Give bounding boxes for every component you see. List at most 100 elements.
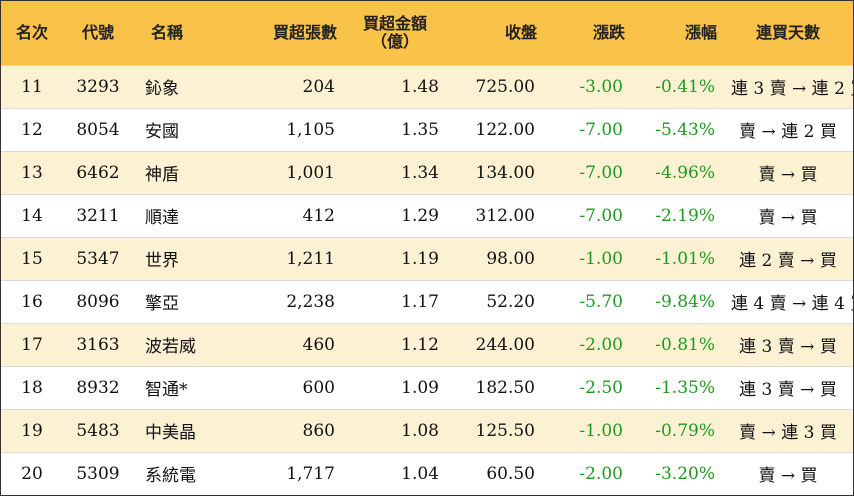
cell-code: 8096 — [76, 291, 120, 312]
cell-rank: 15 — [21, 248, 43, 269]
header-code: 代號 — [81, 22, 114, 42]
cell-code: 6462 — [76, 162, 120, 183]
cell-code: 3211 — [76, 205, 120, 226]
table-row: 15 5347 世界 1,211 1.19 98.00 -1.00 -1.01%… — [1, 237, 853, 280]
cell-change-pct: -9.84% — [655, 291, 715, 312]
cell-consecutive-days: 連 3 賣 → 連 2 買 — [731, 79, 854, 99]
header-net-buy-amount-line1: 買超金額 — [362, 13, 427, 33]
cell-change: -1.00 — [579, 420, 623, 441]
cell-name: 智通* — [145, 380, 188, 400]
cell-code: 5483 — [76, 420, 120, 441]
table-row: 16 8096 擎亞 2,238 1.17 52.20 -5.70 -9.84%… — [1, 280, 853, 323]
cell-change-pct: -0.79% — [655, 420, 715, 441]
cell-net-buy-amount: 1.48 — [401, 76, 439, 97]
header-net-buy-amount: 買超金額 （億） — [343, 1, 447, 65]
cell-close: 98.00 — [486, 248, 535, 269]
cell-close: 244.00 — [475, 334, 535, 355]
cell-change: -2.00 — [579, 334, 623, 355]
cell-name: 系統電 — [145, 466, 196, 487]
cell-change: -7.00 — [579, 119, 623, 140]
table-row: 17 3163 波若威 460 1.12 244.00 -2.00 -0.81%… — [1, 323, 853, 366]
cell-consecutive-days: 連 3 賣 → 買 — [739, 380, 837, 400]
cell-rank: 14 — [21, 205, 43, 226]
cell-rank: 16 — [21, 291, 43, 312]
table-row: 18 8932 智通* 600 1.09 182.50 -2.50 -1.35%… — [1, 366, 853, 409]
cell-net-buy-lots: 204 — [302, 76, 335, 97]
cell-net-buy-amount: 1.19 — [401, 248, 439, 269]
cell-net-buy-amount: 1.34 — [401, 162, 439, 183]
table-row: 20 5309 系統電 1,717 1.04 60.50 -2.00 -3.20… — [1, 452, 853, 495]
cell-change-pct: -2.19% — [655, 205, 715, 226]
cell-close: 60.50 — [486, 463, 535, 484]
cell-net-buy-lots: 1,001 — [286, 162, 335, 183]
cell-net-buy-amount: 1.35 — [401, 119, 439, 140]
cell-consecutive-days: 賣 → 連 2 買 — [739, 122, 837, 142]
cell-name: 安國 — [145, 122, 179, 142]
header-change: 漲跌 — [592, 22, 625, 42]
cell-change: -7.00 — [579, 162, 623, 183]
cell-consecutive-days: 連 3 賣 → 買 — [739, 337, 837, 357]
table-row: 14 3211 順達 412 1.29 312.00 -7.00 -2.19% … — [1, 194, 853, 237]
header-net-buy-lots: 買超張數 — [272, 22, 337, 42]
cell-change: -2.00 — [579, 463, 623, 484]
cell-change-pct: -0.81% — [655, 334, 715, 355]
cell-net-buy-amount: 1.17 — [401, 291, 439, 312]
cell-net-buy-amount: 1.29 — [401, 205, 439, 226]
cell-code: 3293 — [76, 76, 120, 97]
cell-name: 波若威 — [145, 337, 196, 357]
cell-name: 世界 — [145, 251, 179, 271]
cell-net-buy-lots: 1,105 — [286, 119, 335, 140]
cell-code: 5309 — [76, 463, 120, 484]
cell-code: 3163 — [76, 334, 120, 355]
cell-change-pct: -3.20% — [655, 463, 715, 484]
cell-net-buy-lots: 412 — [302, 205, 335, 226]
header-change-pct: 漲幅 — [684, 22, 717, 42]
table-row: 13 6462 神盾 1,001 1.34 134.00 -7.00 -4.96… — [1, 151, 853, 194]
table-row: 19 5483 中美晶 860 1.08 125.50 -1.00 -0.79%… — [1, 409, 853, 452]
header-name: 名稱 — [151, 22, 184, 42]
cell-net-buy-lots: 1,717 — [286, 463, 335, 484]
cell-close: 725.00 — [475, 76, 535, 97]
cell-change-pct: -0.41% — [655, 76, 715, 97]
cell-change-pct: -4.96% — [655, 162, 715, 183]
cell-change: -3.00 — [579, 76, 623, 97]
cell-code: 8932 — [76, 377, 120, 398]
header-rank: 名次 — [15, 22, 48, 42]
cell-consecutive-days: 連 2 賣 → 買 — [739, 251, 837, 271]
cell-rank: 13 — [21, 162, 43, 183]
cell-consecutive-days: 賣 → 買 — [758, 165, 818, 185]
header-consecutive-days: 連買天數 — [755, 22, 820, 42]
cell-change-pct: -1.01% — [655, 248, 715, 269]
cell-change-pct: -5.43% — [655, 119, 715, 140]
cell-consecutive-days: 賣 → 連 3 買 — [739, 423, 837, 443]
cell-change: -2.50 — [579, 377, 623, 398]
cell-code: 5347 — [76, 248, 120, 269]
cell-name: 順達 — [145, 208, 179, 228]
cell-name: 中美晶 — [145, 423, 196, 443]
cell-close: 52.20 — [486, 291, 535, 312]
table-row: 11 3293 鈊象 204 1.48 725.00 -3.00 -0.41% … — [1, 65, 853, 108]
cell-rank: 19 — [21, 420, 43, 441]
cell-net-buy-amount: 1.12 — [401, 334, 439, 355]
cell-close: 312.00 — [475, 205, 535, 226]
table-row: 12 8054 安國 1,105 1.35 122.00 -7.00 -5.43… — [1, 108, 853, 151]
cell-change: -1.00 — [579, 248, 623, 269]
cell-change-pct: -1.35% — [655, 377, 715, 398]
cell-rank: 18 — [21, 377, 43, 398]
cell-consecutive-days: 連 4 賣 → 連 4 買 — [731, 294, 854, 314]
cell-rank: 11 — [21, 76, 43, 97]
cell-close: 125.50 — [475, 420, 535, 441]
cell-name: 神盾 — [145, 165, 179, 185]
cell-change: -7.00 — [579, 205, 623, 226]
cell-net-buy-lots: 600 — [302, 377, 335, 398]
cell-net-buy-lots: 460 — [302, 334, 335, 355]
cell-close: 182.50 — [475, 377, 535, 398]
cell-change: -5.70 — [579, 291, 623, 312]
cell-net-buy-amount: 1.04 — [401, 463, 439, 484]
header-net-buy-amount-line2: （億） — [370, 31, 419, 51]
header-close: 收盤 — [504, 22, 537, 42]
cell-net-buy-lots: 860 — [302, 420, 335, 441]
cell-net-buy-amount: 1.08 — [401, 420, 439, 441]
